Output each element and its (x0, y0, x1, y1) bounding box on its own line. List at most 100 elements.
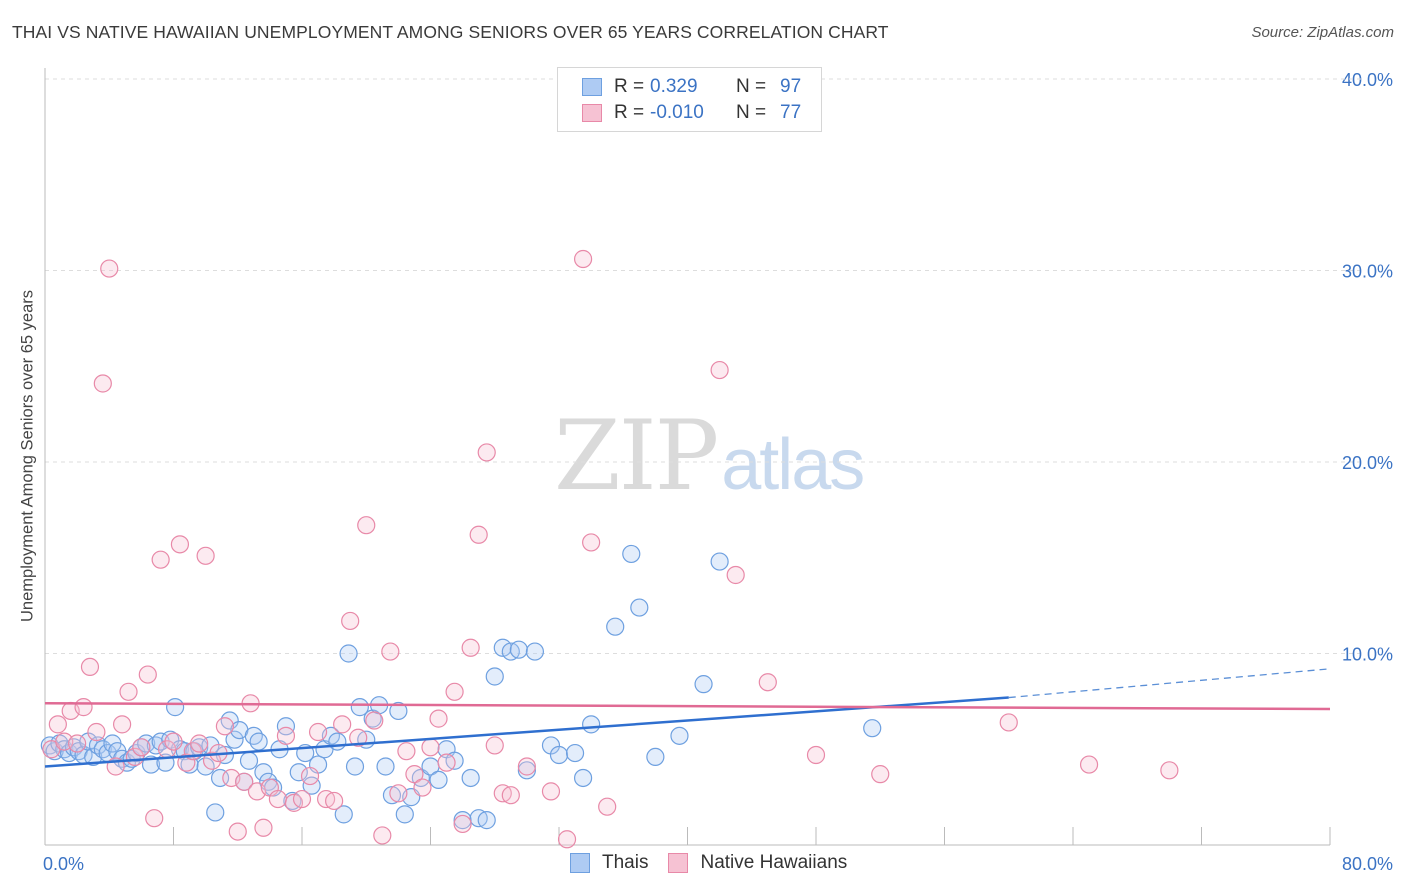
native-hawaiians-point (999, 713, 1018, 732)
y-tick-label: 40.0% (1342, 70, 1393, 90)
thais-point (461, 768, 480, 788)
thais-point (276, 717, 296, 736)
thais-point (350, 698, 369, 717)
legend-row-native-hawaiians: R = -0.010 N = 77 (582, 102, 801, 124)
native-hawaiians-point (758, 673, 777, 692)
chart-title: THAI VS NATIVE HAWAIIAN UNEMPLOYMENT AMO… (12, 22, 889, 42)
native-hawaiians-point (421, 738, 440, 757)
thais-point (339, 644, 358, 663)
native-hawaiians-point (119, 682, 138, 701)
thais-point (694, 675, 713, 694)
native-hawaiians-point (541, 782, 561, 801)
x-tick-label-max: 80.0% (1342, 854, 1393, 874)
thais-point (382, 786, 402, 805)
thais-point (565, 743, 585, 763)
thais-point (517, 761, 536, 780)
x-tick-label-min: 0.0% (43, 854, 84, 874)
thais-point (549, 745, 569, 765)
native-hawaiians-point (190, 734, 209, 753)
series-label-native-hawaiians: Native Hawaiians (700, 852, 848, 873)
native-hawaiians-point (300, 766, 320, 786)
series-legend-thais[interactable]: Thais (570, 852, 648, 874)
native-hawaiians-point (582, 533, 601, 552)
thais-point (630, 598, 649, 617)
thais-point (863, 719, 882, 738)
thais-point (244, 726, 263, 745)
native-hawaiians-point (381, 642, 400, 661)
thais-point (166, 698, 185, 717)
native-hawaiians-point (235, 772, 254, 791)
native-hawaiians-point (477, 443, 496, 462)
series-legend: Thais Native Hawaiians (570, 852, 867, 874)
native-hawaiians-point (405, 765, 424, 784)
thais-point (225, 730, 244, 749)
native-hawaiians-point (598, 797, 617, 816)
series-legend-native-hawaiians[interactable]: Native Hawaiians (668, 852, 847, 874)
source-label: Source: ZipAtlas.com (1251, 24, 1394, 41)
native-hawaiians-point (389, 784, 408, 803)
native-hawaiians-point (93, 374, 112, 393)
native-hawaiians-point (341, 611, 360, 631)
native-hawaiians-point (501, 786, 520, 805)
native-hawaiians-point (268, 789, 288, 809)
native-hawaiians-point (80, 657, 100, 677)
thais-point (220, 711, 239, 730)
native-hawaiians-point (164, 732, 183, 751)
native-hawaiians-point (87, 722, 106, 742)
thais-point (710, 552, 729, 571)
legend-n-value-native-hawaiians: 77 (780, 102, 802, 123)
native-hawaiians-point (48, 715, 67, 734)
native-hawaiians-point (100, 259, 119, 278)
thais-point (646, 747, 665, 767)
thais-point (206, 803, 225, 822)
native-hawaiians-point (437, 753, 456, 772)
native-hawaiians-point (325, 791, 344, 811)
series-swatch-thais (570, 853, 590, 873)
y-tick-label: 10.0% (1342, 645, 1393, 665)
legend-swatch-native-hawaiians (582, 104, 602, 122)
native-hawaiians-point (138, 665, 157, 684)
native-hawaiians-point (485, 736, 504, 755)
legend-swatch-thais (582, 78, 602, 96)
native-hawaiians-point (357, 516, 376, 535)
correlation-legend: R = 0.329 N = 97 R = -0.010 N = 77 (557, 67, 822, 132)
thais-point (345, 757, 365, 776)
legend-row-thais: R = 0.329 N = 97 (582, 76, 801, 98)
legend-r-value-thais: 0.329 (650, 76, 698, 97)
native-hawaiians-point (429, 709, 448, 728)
thais-point (376, 757, 395, 776)
thais-point (582, 715, 601, 734)
native-hawaiians-point (413, 778, 432, 797)
thais-trend-extension (1008, 668, 1331, 699)
series-swatch-native-hawaiians (668, 853, 689, 873)
native-hawaiians-point (254, 818, 273, 837)
native-hawaiians-point (453, 814, 472, 834)
thais-trend-line (44, 696, 1009, 768)
native-hawaiians-point (68, 734, 87, 753)
native-hawaiians-point (726, 565, 745, 585)
legend-n-label: N = (736, 76, 767, 97)
native-hawaiians-point (292, 789, 312, 809)
native-hawaiians-point (1160, 761, 1179, 780)
native-hawaiians-point (112, 715, 132, 734)
native-hawaiians-point (308, 722, 328, 742)
thais-point (670, 726, 689, 745)
native-hawaiians-point (74, 698, 93, 717)
native-hawaiians-point (397, 742, 416, 761)
native-hawaiians-point (517, 757, 536, 776)
thais-point (161, 730, 180, 749)
native-hawaiians-point (215, 717, 234, 736)
thais-point (395, 805, 414, 824)
native-hawaiians-trend-line (44, 702, 1331, 711)
thais-point (606, 617, 625, 636)
thais-point (84, 747, 103, 767)
thais-point (249, 732, 268, 751)
y-axis-label: Unemployment Among Seniors over 65 years (18, 290, 37, 622)
legend-n-label: N = (736, 102, 767, 123)
native-hawaiians-point (196, 546, 215, 565)
native-hawaiians-point (871, 765, 890, 784)
thais-point (525, 642, 545, 661)
native-hawaiians-point (373, 826, 392, 845)
native-hawaiians-point (806, 745, 826, 765)
thais-point (509, 640, 528, 659)
